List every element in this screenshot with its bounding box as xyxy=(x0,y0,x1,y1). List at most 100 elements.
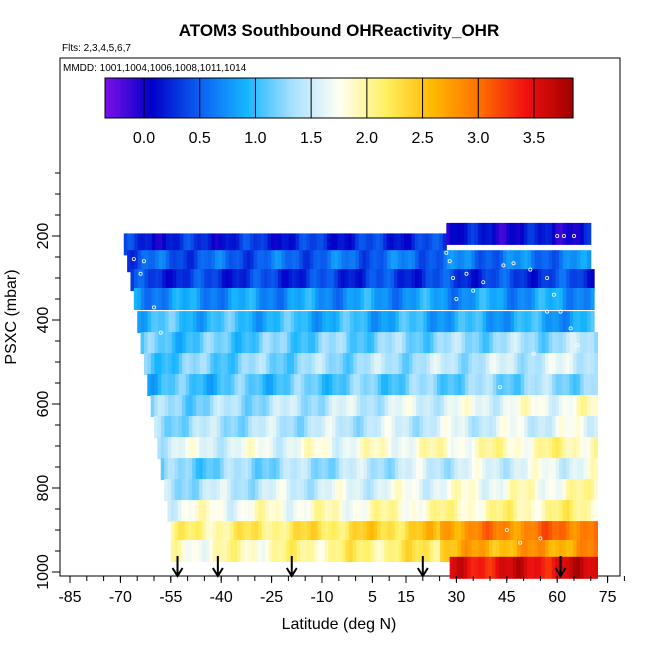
heatmap-cell xyxy=(337,250,342,273)
heatmap-cell xyxy=(167,479,172,502)
heatmap-cell xyxy=(453,250,458,273)
heatmap-cell xyxy=(377,395,382,418)
heatmap-cell xyxy=(254,479,259,502)
heatmap-cell xyxy=(154,288,159,310)
heatmap-cell xyxy=(144,311,149,334)
heatmap-cell xyxy=(297,288,302,310)
heatmap-cell xyxy=(524,479,529,502)
heatmap-cell xyxy=(165,233,170,256)
colorbar-tick-label: 2.5 xyxy=(411,130,433,147)
heatmap-cell xyxy=(198,521,203,544)
heatmap-cell xyxy=(457,500,462,523)
heatmap-cell xyxy=(304,416,309,439)
heatmap-cell xyxy=(415,458,420,481)
colorbar-segment xyxy=(107,78,110,118)
heatmap-cell xyxy=(583,288,588,310)
colorbar-segment xyxy=(135,78,138,118)
heatmap-cell xyxy=(367,353,372,376)
heatmap-cell xyxy=(569,458,574,481)
heatmap-cell xyxy=(315,311,320,334)
colorbar-segment xyxy=(251,78,254,118)
colorbar-segment xyxy=(507,78,510,118)
heatmap-cell xyxy=(412,540,417,562)
heatmap-cell xyxy=(513,250,518,273)
heatmap-cell xyxy=(423,311,428,334)
heatmap-cell xyxy=(160,458,165,481)
colorbar-segment xyxy=(425,78,428,118)
heatmap-cell xyxy=(348,269,353,292)
heatmap-cell xyxy=(461,540,466,562)
heatmap-cell xyxy=(314,458,319,481)
heatmap-cell xyxy=(321,500,326,523)
colorbar-segment xyxy=(465,78,468,118)
heatmap-cell xyxy=(253,250,258,273)
heatmap-cell xyxy=(269,395,274,418)
heatmap-cell xyxy=(158,311,163,334)
heatmap-cell xyxy=(198,500,203,523)
heatmap-cell xyxy=(290,332,295,355)
heatmap-cell xyxy=(377,437,382,460)
heatmap-cell xyxy=(394,458,399,481)
heatmap-cell xyxy=(457,269,462,292)
heatmap-cell xyxy=(349,332,354,355)
heatmap-cell xyxy=(325,437,330,460)
heatmap-cell xyxy=(439,250,444,273)
heatmap-cell xyxy=(426,540,431,562)
heatmap-cell xyxy=(252,353,257,376)
heatmap-cell xyxy=(401,521,406,544)
colorbar-segment xyxy=(139,78,142,118)
heatmap-cell xyxy=(594,500,599,523)
heatmap-cell xyxy=(318,332,323,355)
heatmap-cell xyxy=(346,416,351,439)
heatmap-cell xyxy=(471,458,476,481)
heatmap-cell xyxy=(228,233,233,256)
heatmap-cell xyxy=(398,288,403,310)
heatmap-cell xyxy=(562,311,567,334)
heatmap-cell xyxy=(520,556,525,579)
heatmap-cell xyxy=(489,353,494,376)
heatmap-cell xyxy=(409,374,414,397)
heatmap-cell xyxy=(510,353,515,376)
heatmap-cell xyxy=(569,416,574,439)
heatmap-cell xyxy=(415,500,420,523)
heatmap-cell xyxy=(263,269,268,292)
heatmap-cell xyxy=(249,269,254,292)
heatmap-cell xyxy=(527,458,532,481)
heatmap-cell xyxy=(520,332,525,355)
heatmap-cell xyxy=(545,521,550,544)
heatmap-cell xyxy=(196,353,201,376)
heatmap-cell xyxy=(559,311,564,334)
heatmap-cell xyxy=(324,521,329,544)
heatmap-cell xyxy=(279,521,284,544)
colorbar-segment xyxy=(217,78,220,118)
colorbar-segment xyxy=(315,78,318,118)
heatmap-cell xyxy=(566,458,571,481)
heatmap-cell xyxy=(189,332,194,355)
heatmap-cell xyxy=(506,250,511,273)
heatmap-cell xyxy=(394,416,399,439)
heatmap-cell xyxy=(165,288,170,310)
heatmap-cell xyxy=(214,288,219,310)
heatmap-cell xyxy=(186,233,191,256)
heatmap-cell xyxy=(391,311,396,334)
heatmap-cell xyxy=(390,233,395,256)
heatmap-cell xyxy=(478,374,483,397)
heatmap-cell xyxy=(242,233,247,256)
heatmap-cell xyxy=(384,353,389,376)
heatmap-cell xyxy=(294,332,299,355)
heatmap-cell xyxy=(202,500,207,523)
colorbar-segment xyxy=(153,78,156,118)
colorbar-segment xyxy=(469,78,472,118)
heatmap-cell xyxy=(531,437,536,460)
heatmap-cell xyxy=(325,332,330,355)
colorbar-segment xyxy=(213,78,216,118)
heatmap-cell xyxy=(206,437,211,460)
heatmap-cell xyxy=(266,311,271,334)
heatmap-cell xyxy=(200,250,205,273)
heatmap-cell xyxy=(286,353,291,376)
heatmap-cell xyxy=(506,288,511,310)
colorbar-segment xyxy=(263,78,266,118)
colorbar-segment xyxy=(255,78,258,118)
heatmap-cell xyxy=(144,332,149,355)
heatmap-cell xyxy=(148,269,153,292)
